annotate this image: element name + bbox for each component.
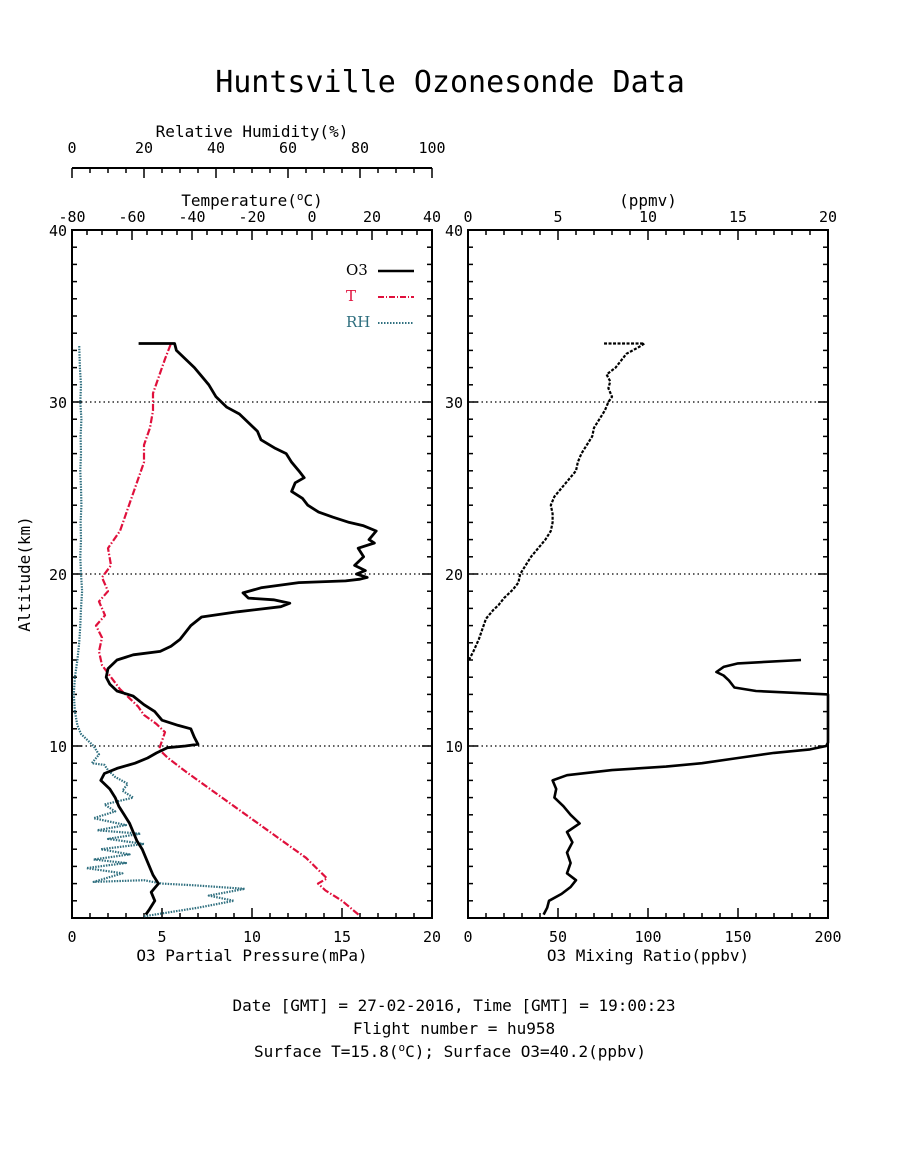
- footer-flight-number: Flight number = hu958: [353, 1019, 555, 1038]
- altitude-tick-label: 40: [445, 222, 463, 240]
- rh-axis-tick-label: 80: [351, 139, 369, 157]
- temperature-axis-tick-label: 40: [423, 208, 441, 226]
- temperature-axis-tick-label: -80: [58, 208, 85, 226]
- altitude-tick-label: 10: [49, 738, 67, 756]
- mixing-ratio-ppbv-line: [542, 658, 830, 916]
- o3-pressure-axis-tick-label: 20: [423, 928, 441, 946]
- legend: O3 T RH: [346, 261, 414, 331]
- left-series: [72, 342, 378, 918]
- mixing-ratio-ppmv-line: [467, 342, 646, 661]
- footer-surface-values: Surface T=15.8(oC); Surface O3=40.2(ppbv…: [254, 1041, 646, 1061]
- ppmv-axis-tick-label: 15: [729, 208, 747, 226]
- footer: Date [GMT] = 27-02-2016, Time [GMT] = 19…: [232, 996, 675, 1061]
- ppmv-axis-label: (ppmv): [619, 191, 677, 210]
- o3-pressure-axis-tick-label: 5: [157, 928, 166, 946]
- temperature-axis-tick-label: -40: [178, 208, 205, 226]
- temperature-axis-tick-label: 0: [307, 208, 316, 226]
- o3-pressure-axis-tick-label: 0: [67, 928, 76, 946]
- legend-label-o3: O3: [346, 261, 368, 279]
- mixing-ratio-axis-label: O3 Mixing Ratio(ppbv): [547, 946, 749, 965]
- mixing-ratio-axis-tick-label: 0: [463, 928, 472, 946]
- temperature-axis-label: Temperature(oC): [181, 190, 322, 210]
- rh-axis-tick-label: 20: [135, 139, 153, 157]
- o3-pressure-axis-tick-label: 15: [333, 928, 351, 946]
- o3-pressure-axis-tick-label: 10: [243, 928, 261, 946]
- right-gridlines: [468, 401, 828, 747]
- mixing-ratio-axis-tick-label: 100: [634, 928, 661, 946]
- footer-date-time: Date [GMT] = 27-02-2016, Time [GMT] = 19…: [232, 996, 675, 1015]
- ppmv-axis-tick-label: 20: [819, 208, 837, 226]
- left-ticks: 10 20 30 40 0 5 10 15 20 -80 -60 -40 -20 0 20 40: [49, 208, 441, 946]
- mixing-ratio-axis-tick-label: 200: [814, 928, 841, 946]
- altitude-tick-label: 40: [49, 222, 67, 240]
- temperature-line: [94, 343, 360, 916]
- o3-partial-pressure-axis-label: O3 Partial Pressure(mPa): [136, 946, 367, 965]
- rh-axis-tick-label: 60: [279, 139, 297, 157]
- temperature-axis-tick-label: -20: [238, 208, 265, 226]
- ppmv-axis-tick-label: 0: [463, 208, 472, 226]
- rh-axis-tick-label: 100: [418, 139, 445, 157]
- o3-partial-pressure-line: [99, 342, 378, 916]
- temperature-axis-tick-label: -60: [118, 208, 145, 226]
- rh-axis-ticks: 0 20 40 60 80 100: [67, 139, 446, 178]
- altitude-tick-label: 20: [445, 566, 463, 584]
- right-series: [467, 342, 830, 916]
- altitude-tick-label: 20: [49, 566, 67, 584]
- altitude-tick-label: 30: [445, 394, 463, 412]
- legend-label-temperature: T: [346, 287, 356, 305]
- altitude-tick-label: 30: [49, 394, 67, 412]
- figure-title: Huntsville Ozonesonde Data: [215, 65, 685, 100]
- left-gridlines: [72, 401, 432, 747]
- ppmv-axis-tick-label: 10: [639, 208, 657, 226]
- mixing-ratio-axis-tick-label: 50: [549, 928, 567, 946]
- altitude-axis-label: Altitude(km): [15, 516, 34, 632]
- ppmv-axis-tick-label: 5: [553, 208, 562, 226]
- altitude-tick-label: 10: [445, 738, 463, 756]
- rh-line: [72, 345, 246, 918]
- rh-axis-label: Relative Humidity(%): [156, 122, 349, 141]
- temperature-axis-tick-label: 20: [363, 208, 381, 226]
- legend-label-rh: RH: [346, 313, 370, 331]
- left-panel: 10 20 30 40 0 5 10 15 20 -80 -60 -40 -20 0 20 40 0 20 40 6…: [15, 122, 446, 965]
- mixing-ratio-axis-tick-label: 150: [724, 928, 751, 946]
- rh-axis-tick-label: 0: [67, 139, 76, 157]
- rh-axis-tick-label: 40: [207, 139, 225, 157]
